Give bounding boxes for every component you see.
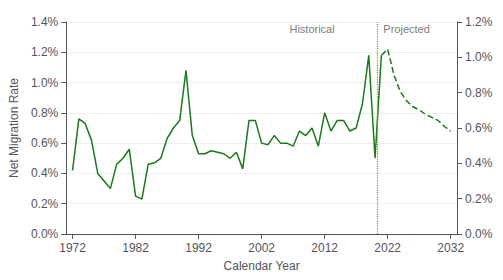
svg-text:2022: 2022 xyxy=(374,241,401,255)
svg-text:0.8%: 0.8% xyxy=(465,86,493,100)
svg-text:0.0%: 0.0% xyxy=(465,227,493,241)
svg-text:Net Migration Rate: Net Migration Rate xyxy=(7,78,21,178)
svg-text:0.4%: 0.4% xyxy=(31,166,59,180)
svg-text:2032: 2032 xyxy=(437,241,464,255)
svg-text:0.0%: 0.0% xyxy=(31,227,59,241)
svg-text:1.0%: 1.0% xyxy=(465,50,493,64)
svg-text:0.6%: 0.6% xyxy=(31,136,59,150)
svg-text:0.8%: 0.8% xyxy=(31,106,59,120)
svg-text:1.2%: 1.2% xyxy=(465,15,493,29)
svg-text:0.2%: 0.2% xyxy=(465,192,493,206)
svg-text:Historical: Historical xyxy=(289,23,334,35)
svg-text:1972: 1972 xyxy=(59,241,86,255)
svg-text:2002: 2002 xyxy=(248,241,275,255)
svg-text:1992: 1992 xyxy=(185,241,212,255)
svg-text:1.4%: 1.4% xyxy=(31,15,59,29)
svg-text:1.2%: 1.2% xyxy=(31,45,59,59)
svg-text:0.4%: 0.4% xyxy=(465,156,493,170)
svg-text:0.2%: 0.2% xyxy=(31,197,59,211)
svg-text:1.0%: 1.0% xyxy=(31,76,59,90)
svg-text:1982: 1982 xyxy=(122,241,149,255)
svg-text:Calendar Year: Calendar Year xyxy=(224,259,300,273)
svg-text:Projected: Projected xyxy=(383,23,429,35)
svg-text:0.6%: 0.6% xyxy=(465,121,493,135)
svg-text:2012: 2012 xyxy=(311,241,338,255)
